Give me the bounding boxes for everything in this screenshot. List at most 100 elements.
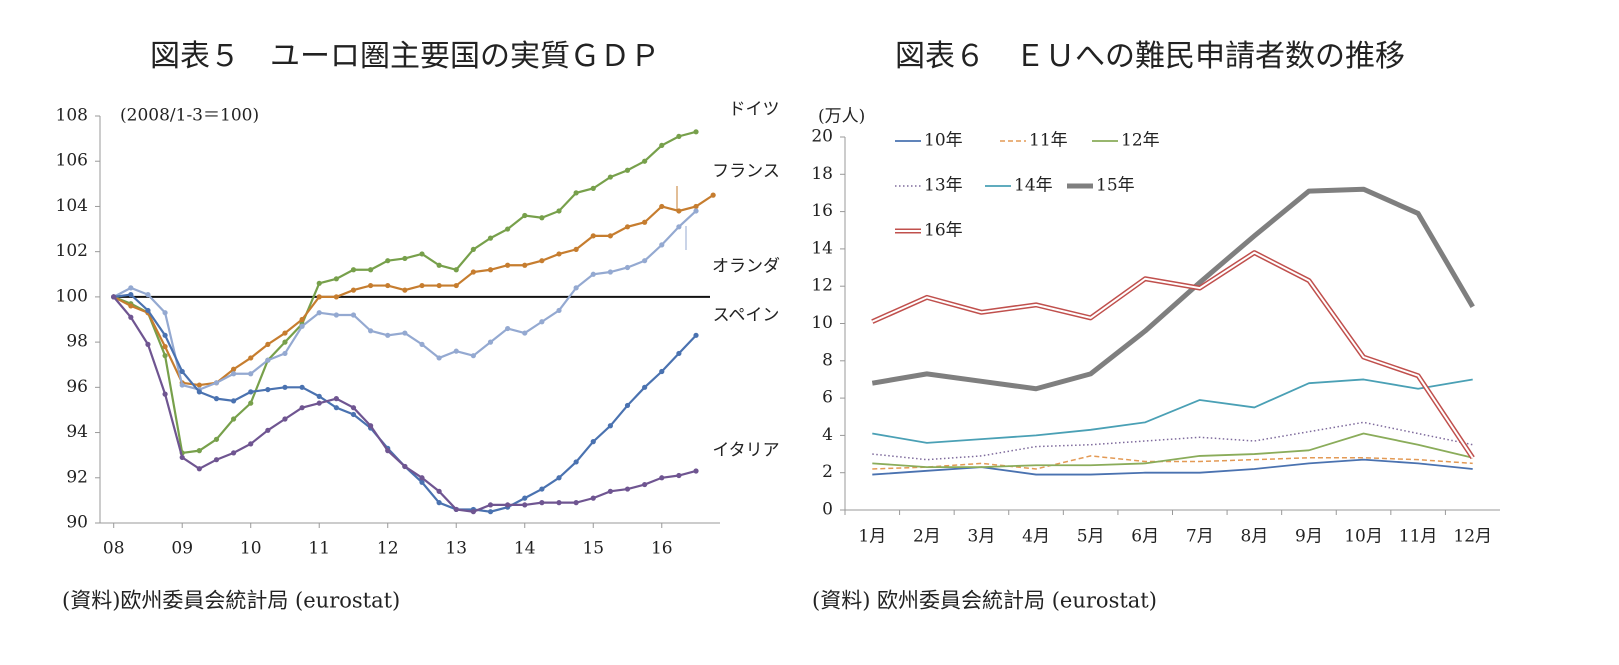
point-marker xyxy=(590,439,596,445)
legend-label: 10年 xyxy=(924,131,963,151)
series-line xyxy=(871,186,1475,392)
x-tick-label: 09 xyxy=(171,539,193,559)
x-tick-label: 12月 xyxy=(1453,527,1492,547)
legend-label: 14年 xyxy=(1014,176,1053,196)
point-marker xyxy=(145,307,151,314)
x-tick-label: 16 xyxy=(651,539,673,559)
point-marker xyxy=(282,416,288,422)
point-marker xyxy=(505,325,511,332)
point-marker xyxy=(693,332,699,338)
point-marker xyxy=(419,251,425,257)
series-label: ドイツ xyxy=(729,100,780,120)
y-tick-label: 90 xyxy=(66,513,88,533)
point-marker xyxy=(693,203,699,210)
point-marker xyxy=(196,389,202,395)
point-marker xyxy=(693,208,699,214)
point-marker xyxy=(282,339,288,345)
point-marker xyxy=(128,285,134,291)
series-label: フランス xyxy=(712,162,780,182)
point-marker xyxy=(487,339,494,345)
point-marker xyxy=(316,393,322,399)
point-marker xyxy=(162,353,168,359)
y-tick-label: 94 xyxy=(66,422,88,442)
y-tick-label: 96 xyxy=(66,377,88,397)
point-marker xyxy=(350,405,357,411)
point-marker xyxy=(265,386,271,393)
chart-title: 図表５ ユーロ圏主要国の実質ＧＤＰ xyxy=(150,39,660,74)
point-marker xyxy=(642,258,648,264)
series-line xyxy=(113,194,714,387)
point-marker xyxy=(368,282,374,289)
point-marker xyxy=(333,294,339,300)
point-marker xyxy=(522,212,528,219)
point-marker xyxy=(522,262,528,268)
series-line xyxy=(112,296,697,513)
point-marker xyxy=(573,246,579,253)
point-marker xyxy=(333,396,339,402)
point-marker xyxy=(368,267,374,273)
point-marker xyxy=(624,224,631,230)
point-marker xyxy=(590,271,596,277)
point-marker xyxy=(350,312,357,318)
point-marker xyxy=(539,215,545,221)
point-marker xyxy=(111,294,117,300)
point-marker xyxy=(316,280,322,286)
point-marker xyxy=(128,292,134,298)
x-tick-label: 1月 xyxy=(858,527,886,547)
point-marker xyxy=(470,509,476,515)
legend-label: 11年 xyxy=(1029,131,1068,151)
point-marker xyxy=(676,350,682,357)
point-marker xyxy=(624,264,631,271)
point-marker xyxy=(659,142,665,148)
y-tick-label: 16 xyxy=(811,201,833,221)
x-tick-label: 10月 xyxy=(1344,527,1383,547)
point-marker xyxy=(128,303,134,309)
point-marker xyxy=(248,355,254,361)
y-tick-label: 92 xyxy=(66,467,88,487)
y-tick-label: 14 xyxy=(811,238,833,258)
y-tick-label: 12 xyxy=(811,276,833,296)
point-marker xyxy=(282,330,288,336)
point-marker xyxy=(436,355,442,361)
point-marker xyxy=(316,310,322,316)
point-marker xyxy=(419,475,425,481)
series-line xyxy=(872,378,1473,444)
point-marker xyxy=(419,282,425,289)
point-marker xyxy=(573,459,579,465)
y-tick-label: 108 xyxy=(56,106,88,126)
point-marker xyxy=(590,233,596,239)
point-marker xyxy=(248,400,254,406)
chart-title: 図表６ ＥＵへの難民申請者数の推移 xyxy=(895,39,1405,74)
series-label: オランダ xyxy=(712,257,780,277)
point-marker xyxy=(505,226,511,232)
point-marker xyxy=(642,158,648,164)
x-tick-label: 6月 xyxy=(1131,527,1159,547)
x-tick-label: 15 xyxy=(582,539,604,559)
y-tick-label: 10 xyxy=(811,313,833,333)
x-tick-label: 11 xyxy=(308,539,330,559)
point-marker xyxy=(282,350,288,357)
y-tick-label: 18 xyxy=(811,164,833,184)
point-marker xyxy=(368,423,374,429)
point-marker xyxy=(487,509,494,515)
y-tick-label: 106 xyxy=(56,151,88,171)
point-marker xyxy=(436,488,442,494)
point-marker xyxy=(162,344,168,350)
point-marker xyxy=(316,294,322,300)
point-marker xyxy=(470,269,476,275)
point-marker xyxy=(162,391,168,397)
point-marker xyxy=(230,450,237,456)
point-marker xyxy=(539,486,545,492)
point-marker xyxy=(676,208,682,214)
point-marker xyxy=(196,466,202,472)
point-marker xyxy=(333,276,339,282)
point-marker xyxy=(402,330,408,336)
point-marker xyxy=(196,448,202,454)
point-marker xyxy=(145,341,151,347)
point-marker xyxy=(624,167,631,173)
point-marker xyxy=(710,192,716,198)
point-marker xyxy=(505,262,511,268)
point-marker xyxy=(607,488,613,494)
point-marker xyxy=(556,208,562,214)
point-marker xyxy=(265,341,271,347)
